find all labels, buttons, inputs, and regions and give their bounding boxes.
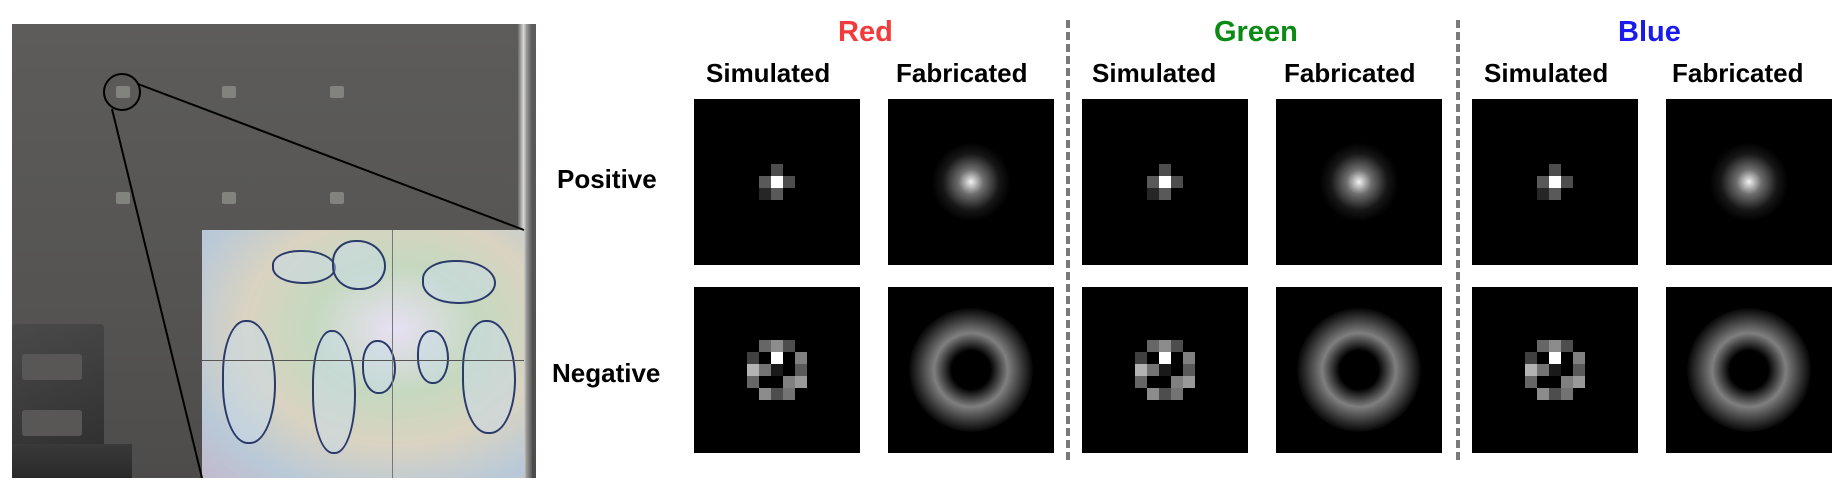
column-label: Simulated bbox=[1092, 58, 1217, 88]
psf-image-tile bbox=[888, 99, 1054, 265]
microscope-inset bbox=[202, 230, 524, 478]
psf-image-tile bbox=[888, 287, 1054, 453]
zoom-callout bbox=[103, 73, 525, 478]
zoom-line bbox=[111, 108, 203, 478]
group-title-green: Green bbox=[1214, 16, 1298, 48]
column-label: Fabricated bbox=[896, 58, 1028, 88]
psf-image-tile bbox=[1082, 287, 1248, 453]
psf-image-tile bbox=[1472, 99, 1638, 265]
column-label: Fabricated bbox=[1672, 58, 1804, 88]
sample-spot bbox=[222, 192, 236, 204]
group-title-blue: Blue bbox=[1618, 16, 1681, 48]
sample-spot bbox=[116, 86, 130, 98]
zoom-circle bbox=[103, 73, 141, 111]
group-separator bbox=[1456, 20, 1460, 460]
row-label-negative: Negative bbox=[552, 358, 661, 388]
sample-spot bbox=[116, 192, 130, 204]
psf-image-tile bbox=[1666, 99, 1832, 265]
column-label: Fabricated bbox=[1284, 58, 1416, 88]
psf-image-tile bbox=[694, 287, 860, 453]
group-title-red: Red bbox=[838, 16, 893, 48]
psf-image-tile bbox=[1276, 287, 1442, 453]
psf-image-tile bbox=[1666, 287, 1832, 453]
row-label-positive: Positive bbox=[557, 164, 657, 194]
sample-photo bbox=[12, 24, 536, 478]
sample-spot bbox=[330, 86, 344, 98]
sample-clip-base bbox=[12, 444, 132, 478]
sample-spot bbox=[222, 86, 236, 98]
psf-image-tile bbox=[1276, 99, 1442, 265]
sample-spot bbox=[330, 192, 344, 204]
zoom-line bbox=[137, 83, 525, 231]
group-separator bbox=[1066, 20, 1070, 460]
column-label: Simulated bbox=[706, 58, 831, 88]
psf-image-tile bbox=[694, 99, 860, 265]
psf-image-tile bbox=[1472, 287, 1638, 453]
column-label: Simulated bbox=[1484, 58, 1609, 88]
psf-image-tile bbox=[1082, 99, 1248, 265]
